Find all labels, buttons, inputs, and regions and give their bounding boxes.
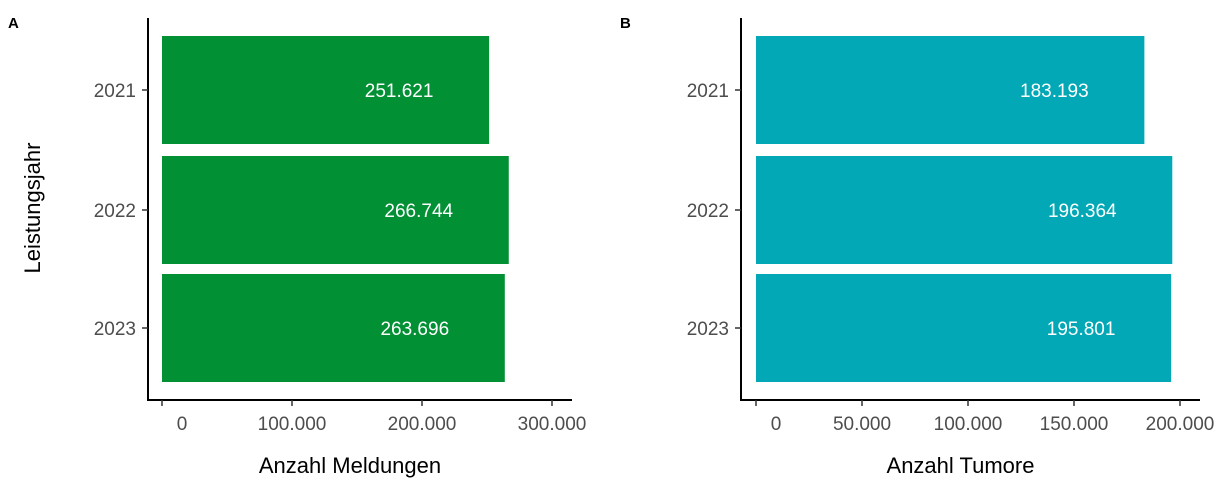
panel-letter: B [620, 15, 631, 32]
bar-value-label: 183.193 [1020, 81, 1089, 102]
bar-value-label: 263.696 [380, 319, 449, 340]
panel-letter: A [8, 15, 19, 32]
x-tick-label: 300.000 [518, 414, 587, 435]
y-axis-title: Leistungsjahr [20, 143, 45, 274]
bar-value-label: 195.801 [1047, 319, 1116, 340]
x-tick-label: 0 [177, 414, 188, 435]
y-tick-label: 2021 [687, 81, 729, 102]
x-tick-label: 100.000 [258, 414, 327, 435]
x-tick-label: 200.000 [388, 414, 457, 435]
bar-value-label: 266.744 [384, 201, 453, 222]
x-tick-label: 50.000 [833, 414, 891, 435]
panel-b: B 183.193 196.364 195.801 2021 2022 2023 0 50.00… [620, 15, 1214, 478]
bar-value-label: 251.621 [365, 81, 434, 102]
bar-value-label: 196.364 [1048, 201, 1117, 222]
bar-2021 [756, 36, 1145, 144]
x-tick-label: 200.000 [1146, 414, 1215, 435]
x-axis-title: Anzahl Tumore [887, 453, 1035, 478]
y-tick-label: 2022 [94, 201, 136, 222]
y-tick-label: 2021 [94, 81, 136, 102]
y-tick-label: 2023 [687, 319, 729, 340]
bar-2022 [756, 156, 1173, 264]
x-tick-label: 0 [771, 414, 782, 435]
bar-2023 [162, 274, 505, 382]
x-tick-label: 150.000 [1040, 414, 1109, 435]
y-tick-label: 2022 [687, 201, 729, 222]
bar-2022 [162, 156, 509, 264]
x-axis-title: Anzahl Meldungen [259, 453, 441, 478]
x-tick-label: 100.000 [934, 414, 1003, 435]
y-tick-label: 2023 [94, 319, 136, 340]
panel-a: A 251.621 266.744 263.696 2021 2022 2023 0 100.0… [8, 15, 586, 478]
bar-2021 [162, 36, 490, 144]
bar-2023 [756, 274, 1172, 382]
